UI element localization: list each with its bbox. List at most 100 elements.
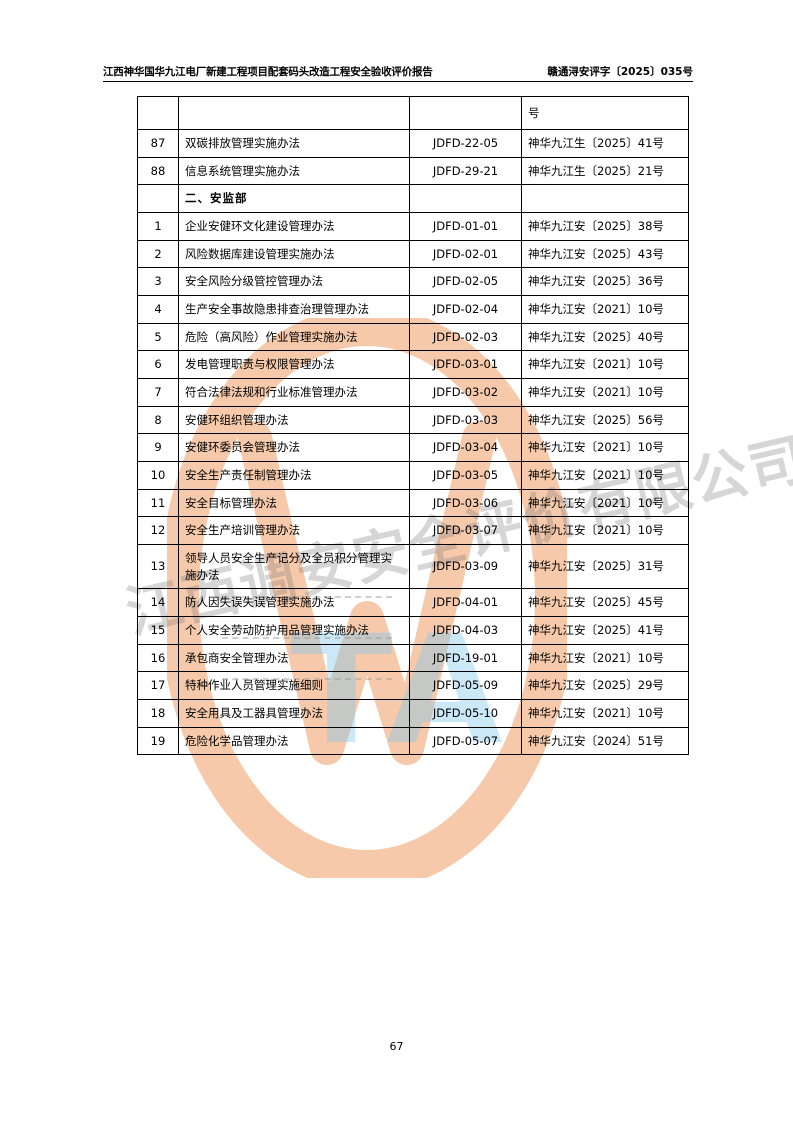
table-row: 4 生产安全事故隐患排查治理管理办法 JDFD-02-04 神华九江安〔2021〕10… [137,295,689,324]
row-number-cell: 4 [137,295,179,324]
document-number-cell: 神华九江安〔2025〕29号 [521,671,689,701]
row-number-cell: 6 [137,350,179,380]
table-row: 3 安全风险分级管控管理办法 JDFD-02-05 神华九江安〔2025〕36号 [137,267,689,297]
row-number-cell: 10 [137,461,179,490]
regulation-name-cell: 企业安健环文化建设管理办法 [178,212,410,241]
regulation-name-cell: 承包商安全管理办法 [178,643,410,673]
table-row: 10 安全生产责任制管理办法 JDFD-03-05 神华九江安〔2021〕10号 [137,461,689,490]
header-reference-number: 赣通浔安评字〔2025〕035号 [547,66,693,78]
document-number-cell: 神华九江安〔2025〕45号 [521,588,689,618]
regulation-name-cell: 二、安监部 [178,184,410,214]
regulation-code-cell: JDFD-03-06 [409,488,522,518]
table-row: 18 安全用具及工器具管理办法 JDFD-05-10 神华九江安〔2021〕10号 [137,699,689,728]
regulation-code-cell: JDFD-02-01 [409,239,522,269]
row-number-cell: 87 [137,129,179,158]
regulation-code-cell: JDFD-04-01 [409,588,522,618]
regulation-name-cell: 安全生产责任制管理办法 [178,461,410,490]
row-number-cell: 16 [137,643,179,673]
regulation-code-cell: JDFD-01-01 [409,212,522,241]
regulations-table: 号 87 双碳排放管理实施办法 JDFD-22-05 神华九江生〔2025〕41号 88 信… [137,96,689,756]
table-row: 13 领导人员安全生产记分及全员积分管理实施办法 JDFD-03-09 神华九江安〔2… [137,544,689,590]
table-row: 17 特种作业人员管理实施细则 JDFD-05-09 神华九江安〔2025〕29号 [137,671,689,701]
regulation-name-cell: 双碳排放管理实施办法 [178,129,410,158]
document-number-cell: 号 [521,96,689,130]
document-number-cell: 神华九江安〔2025〕36号 [521,267,689,297]
regulation-name-cell: 符合法律法规和行业标准管理办法 [178,378,410,407]
regulation-code-cell: JDFD-22-05 [409,129,522,158]
regulation-name-cell: 个人安全劳动防护用品管理实施办法 [178,616,410,645]
row-number-cell: 9 [137,433,179,463]
regulation-code-cell [409,96,522,130]
regulation-name-cell: 风险数据库建设管理实施办法 [178,239,410,269]
regulation-code-cell: JDFD-04-03 [409,616,522,645]
regulation-code-cell: JDFD-29-21 [409,156,522,186]
regulation-name-cell: 生产安全事故隐患排查治理管理办法 [178,295,410,324]
regulation-name-cell: 防人因失误失误管理实施办法 [178,588,410,618]
document-number-cell: 神华九江安〔2025〕56号 [521,405,689,435]
regulation-name-cell: 安健环委员会管理办法 [178,433,410,463]
table-row: 15 个人安全劳动防护用品管理实施办法 JDFD-04-03 神华九江安〔2025〕4… [137,616,689,645]
row-number-cell: 14 [137,588,179,618]
regulation-name-cell: 信息系统管理实施办法 [178,156,410,186]
regulation-name-cell: 特种作业人员管理实施细则 [178,671,410,701]
regulations-table-container: 号 87 双碳排放管理实施办法 JDFD-22-05 神华九江生〔2025〕41号 88 信… [137,96,689,756]
row-number-cell: 18 [137,699,179,728]
table-row: 8 安健环组织管理办法 JDFD-03-03 神华九江安〔2025〕56号 [137,405,689,435]
document-number-cell: 神华九江安〔2021〕10号 [521,516,689,546]
document-number-cell [521,184,689,214]
table-row: 二、安监部 [137,184,689,214]
table-row: 号 [137,96,689,130]
row-number-cell: 5 [137,322,179,352]
regulation-code-cell: JDFD-02-04 [409,295,522,324]
table-row: 7 符合法律法规和行业标准管理办法 JDFD-03-02 神华九江安〔2021〕10号 [137,378,689,407]
row-number-cell: 2 [137,239,179,269]
row-number-cell: 8 [137,405,179,435]
document-number-cell: 神华九江生〔2025〕41号 [521,129,689,158]
table-row: 2 风险数据库建设管理实施办法 JDFD-02-01 神华九江安〔2025〕43号 [137,239,689,269]
document-number-cell: 神华九江安〔2025〕31号 [521,544,689,590]
document-number-cell: 神华九江安〔2021〕10号 [521,643,689,673]
table-row: 87 双碳排放管理实施办法 JDFD-22-05 神华九江生〔2025〕41号 [137,129,689,158]
row-number-cell [137,96,179,130]
document-number-cell: 神华九江安〔2021〕10号 [521,378,689,407]
document-number-cell: 神华九江生〔2025〕21号 [521,156,689,186]
row-number-cell: 1 [137,212,179,241]
document-number-cell: 神华九江安〔2025〕41号 [521,616,689,645]
document-number-cell: 神华九江安〔2021〕10号 [521,350,689,380]
regulation-name-cell: 安全生产培训管理办法 [178,516,410,546]
document-number-cell: 神华九江安〔2021〕10号 [521,488,689,518]
row-number-cell [137,184,179,214]
document-number-cell: 神华九江安〔2025〕38号 [521,212,689,241]
table-row: 1 企业安健环文化建设管理办法 JDFD-01-01 神华九江安〔2025〕38号 [137,212,689,241]
table-row: 11 安全目标管理办法 JDFD-03-06 神华九江安〔2021〕10号 [137,488,689,518]
regulation-code-cell: JDFD-03-05 [409,461,522,490]
document-number-cell: 神华九江安〔2021〕10号 [521,295,689,324]
regulation-code-cell: JDFD-02-03 [409,322,522,352]
regulation-name-cell: 安全用具及工器具管理办法 [178,699,410,728]
row-number-cell: 19 [137,726,179,756]
row-number-cell: 88 [137,156,179,186]
table-row: 5 危险（高风险）作业管理实施办法 JDFD-02-03 神华九江安〔2025〕40号 [137,322,689,352]
regulation-name-cell: 领导人员安全生产记分及全员积分管理实施办法 [178,544,410,590]
regulation-code-cell: JDFD-02-05 [409,267,522,297]
regulation-code-cell: JDFD-03-04 [409,433,522,463]
page-header: 江西神华国华九江电厂新建工程项目配套码头改造工程安全验收评价报告 赣通浔安评字〔… [103,64,693,82]
regulation-code-cell: JDFD-03-09 [409,544,522,590]
regulation-name-cell: 安全风险分级管控管理办法 [178,267,410,297]
row-number-cell: 12 [137,516,179,546]
table-row: 9 安健环委员会管理办法 JDFD-03-04 神华九江安〔2021〕10号 [137,433,689,463]
table-row: 6 发电管理职责与权限管理办法 JDFD-03-01 神华九江安〔2021〕10号 [137,350,689,380]
regulation-code-cell: JDFD-03-02 [409,378,522,407]
row-number-cell: 17 [137,671,179,701]
document-number-cell: 神华九江安〔2025〕43号 [521,239,689,269]
document-number-cell: 神华九江安〔2024〕51号 [521,726,689,756]
table-row: 19 危险化学品管理办法 JDFD-05-07 神华九江安〔2024〕51号 [137,726,689,756]
regulation-name-cell: 安全目标管理办法 [178,488,410,518]
regulation-code-cell: JDFD-05-09 [409,671,522,701]
row-number-cell: 11 [137,488,179,518]
regulation-code-cell: JDFD-19-01 [409,643,522,673]
regulation-name-cell: 安健环组织管理办法 [178,405,410,435]
document-number-cell: 神华九江安〔2021〕10号 [521,461,689,490]
row-number-cell: 3 [137,267,179,297]
